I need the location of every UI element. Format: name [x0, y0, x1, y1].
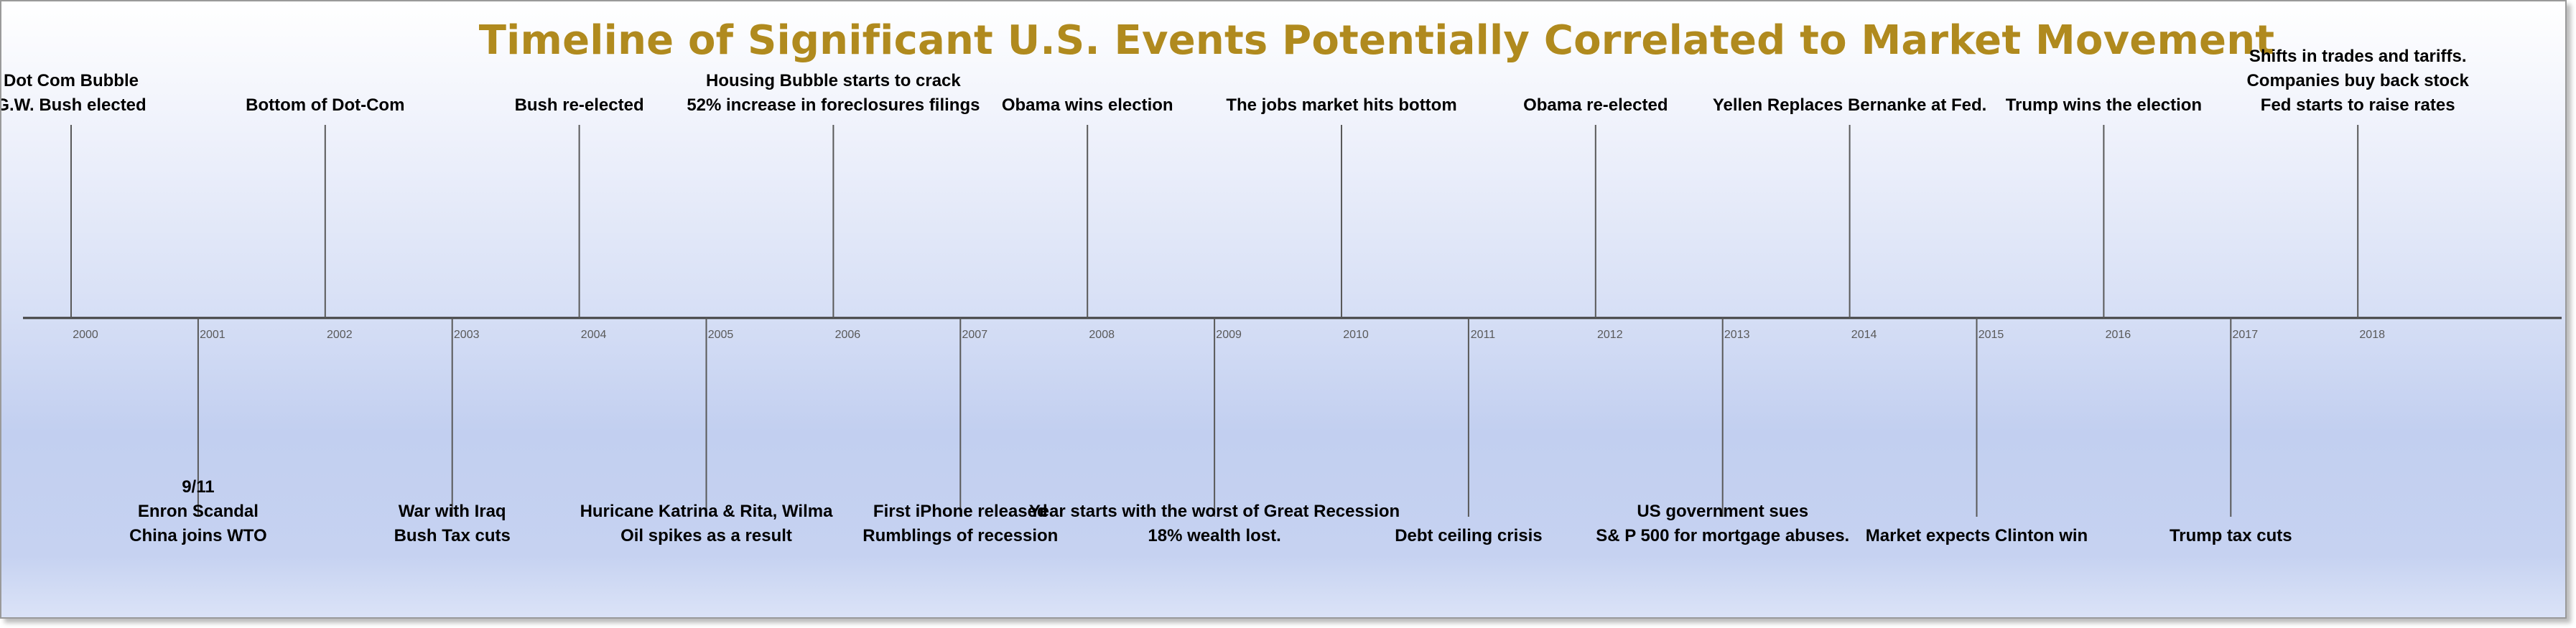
event-label-2007-1: First iPhone released [873, 502, 1048, 521]
timeline-svg: 2000 2001 2002 2003 2004 2005 2006 2007 2008 2009… [1, 47, 2562, 545]
year-label-2016: 2016 [2106, 329, 2131, 341]
event-label-2006-2: 52% increase in foreclosures filings [687, 95, 980, 115]
year-label-2004: 2004 [581, 329, 607, 341]
event-label-2018-3: Fed starts to raise rates [2261, 95, 2455, 115]
event-label-2009-1: Year starts with the worst of Great Rece… [1029, 502, 1400, 521]
event-label-2016-1: Trump wins the election [2006, 95, 2202, 115]
event-label-2010-1: The jobs market hits bottom [1226, 95, 1456, 115]
year-label-2013: 2013 [1724, 329, 1750, 341]
event-label-2003-2: Bush Tax cuts [394, 526, 511, 545]
event-label-2009-2: 18% wealth lost. [1148, 526, 1280, 545]
event-label-2000-2: G.W. Bush elected [1, 95, 147, 115]
year-label-2001: 2001 [200, 329, 225, 341]
event-label-2008-1: Obama wins election [1002, 95, 1173, 115]
event-label-2000-1: Dot Com Bubble [4, 71, 139, 90]
year-label-2015: 2015 [1979, 329, 2004, 341]
year-label-2010: 2010 [1343, 329, 1369, 341]
year-label-2018: 2018 [2359, 329, 2385, 341]
year-label-2000: 2000 [73, 329, 98, 341]
event-label-2002-1: Bottom of Dot-Com [246, 95, 404, 115]
year-label-2006: 2006 [835, 329, 861, 341]
event-label-2001-1: 9/11 [182, 477, 214, 497]
event-label-2017-1: Trump tax cuts [2170, 526, 2292, 545]
year-label-2012: 2012 [1597, 329, 1623, 341]
year-label-2014: 2014 [1851, 329, 1877, 341]
year-label-2009: 2009 [1216, 329, 1242, 341]
event-label-2001-2: Enron Scandal [138, 502, 259, 521]
year-label-2008: 2008 [1089, 329, 1115, 341]
event-label-2012-1: Obama re-elected [1523, 95, 1668, 115]
year-label-2007: 2007 [962, 329, 988, 341]
chart-title: Timeline of Significant U.S. Events Pote… [478, 17, 2275, 64]
event-label-2018-1: Shifts in trades and tariffs. [2249, 47, 2467, 66]
event-label-2004-1: Bush re-elected [515, 95, 644, 115]
event-label-2007-2: Rumblings of recession [862, 526, 1058, 545]
event-label-2011-1: Debt ceiling crisis [1395, 526, 1542, 545]
event-label-2013-2: S& P 500 for mortgage abuses. [1596, 526, 1849, 545]
year-label-2011: 2011 [1471, 329, 1496, 341]
event-label-2003-1: War with Iraq [399, 502, 506, 521]
event-label-2015-1: Market expects Clinton win [1866, 526, 2088, 545]
event-label-2001-3: China joins WTO [129, 526, 267, 545]
event-label-2014-1: Yellen Replaces Bernanke at Fed. [1713, 95, 1987, 115]
year-label-2003: 2003 [454, 329, 480, 341]
event-label-2005-1: Huricane Katrina & Rita, Wilma [580, 502, 834, 521]
event-label-2018-2: Companies buy back stock [2246, 71, 2469, 90]
year-label-2002: 2002 [327, 329, 353, 341]
event-label-2006-1: Housing Bubble starts to crack [706, 71, 961, 90]
event-label-2013-1: US government sues [1637, 502, 1808, 521]
year-label-2017: 2017 [2233, 329, 2259, 341]
event-label-2005-2: Oil spikes as a result [620, 526, 792, 545]
year-label-2005: 2005 [708, 329, 734, 341]
